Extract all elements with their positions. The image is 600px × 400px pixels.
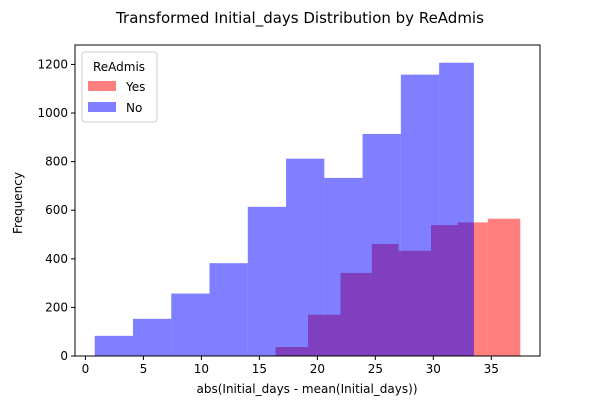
legend-title: ReAdmis	[93, 60, 145, 74]
legend-label-yes: Yes	[125, 80, 145, 94]
x-tick-label: 35	[484, 362, 499, 376]
bar-no-3	[209, 263, 248, 356]
y-tick-label: 0	[60, 349, 68, 363]
y-axis-ticks: 0 200 400 600 800 1000 1200	[37, 57, 75, 363]
y-tick-label: 1000	[37, 106, 68, 120]
legend-label-no: No	[126, 101, 142, 115]
y-tick-label: 200	[45, 300, 68, 314]
chart-title: Transformed Initial_days Distribution by…	[115, 9, 484, 28]
bar-no-2	[171, 293, 210, 356]
x-tick-label: 20	[310, 362, 325, 376]
plot-frame	[74, 44, 541, 357]
x-tick-label: 15	[252, 362, 267, 376]
histogram-bars	[94, 62, 521, 357]
legend-swatch-no	[88, 102, 116, 112]
y-tick-label: 1200	[37, 57, 68, 71]
bar-no-8	[400, 74, 440, 357]
bar-no-6	[324, 177, 363, 356]
y-tick-label: 600	[45, 203, 68, 217]
y-axis-label: Frequency	[11, 172, 25, 234]
x-tick-label: 5	[140, 362, 148, 376]
bar-no-1	[132, 318, 172, 356]
legend-swatch-yes	[88, 81, 116, 91]
x-axis-label: abs(Initial_days - mean(Initial_days))	[197, 382, 418, 396]
bar-no-5	[286, 158, 325, 356]
y-tick-label: 400	[45, 252, 68, 266]
y-tick-label: 800	[45, 155, 68, 169]
x-tick-label: 0	[82, 362, 90, 376]
x-tick-label: 25	[368, 362, 383, 376]
x-axis-ticks: 0 5 10 15 20 25 30 35	[82, 356, 499, 376]
bar-yes-7	[487, 218, 521, 356]
bar-no-4	[247, 206, 287, 356]
legend: ReAdmis Yes No	[81, 51, 158, 123]
bar-no-9	[439, 62, 474, 356]
x-tick-label: 30	[426, 362, 441, 376]
bar-no-0	[94, 335, 133, 356]
x-tick-label: 10	[194, 362, 209, 376]
bar-no-7	[362, 133, 401, 356]
